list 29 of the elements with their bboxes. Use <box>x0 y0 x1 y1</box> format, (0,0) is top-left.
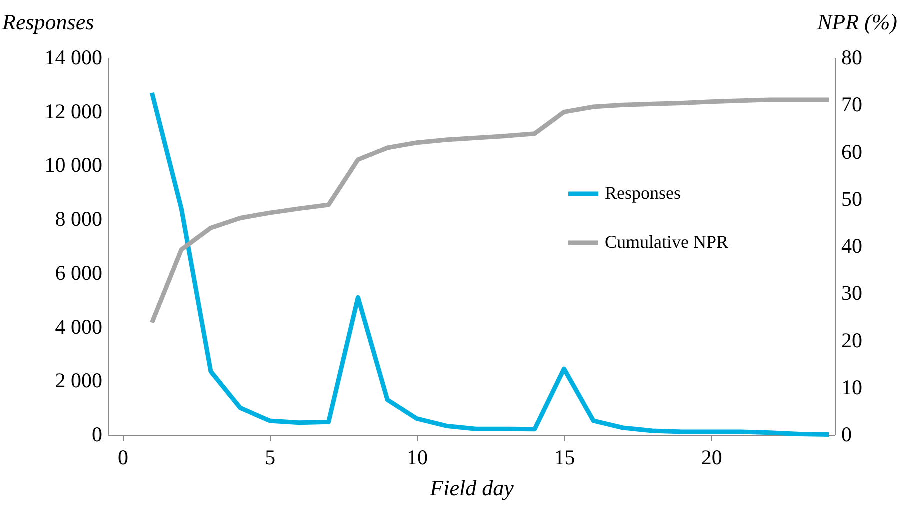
y2-tick-label: 50 <box>842 186 862 211</box>
x-tick-label: 10 <box>407 446 428 470</box>
y2-tick-label: 80 <box>842 46 862 70</box>
y-tick-label: 6 000 <box>55 260 102 285</box>
line-series <box>150 98 832 326</box>
y-tick-label: 12 000 <box>44 99 102 124</box>
y-tick-label: 8 000 <box>55 207 102 232</box>
y-tick-label: 0 <box>92 422 102 446</box>
legend-label: Responses <box>605 183 682 203</box>
y2-tick-label: 60 <box>842 140 862 164</box>
x-tick-label: 0 <box>118 446 128 470</box>
y2-tick-label: 70 <box>842 92 862 117</box>
x-tick-label: 20 <box>701 446 722 470</box>
x-axis-title: Field day <box>429 476 514 500</box>
y-tick-label: 4 000 <box>55 314 102 339</box>
y2-axis-title: NPR (%) <box>816 10 898 34</box>
y2-tick-label: 0 <box>842 422 852 446</box>
y-tick-label: 14 000 <box>44 46 102 70</box>
x-tick-label: 15 <box>554 446 576 470</box>
line-series <box>150 90 832 437</box>
y2-tick-label: 30 <box>842 281 862 306</box>
legend-label: Cumulative NPR <box>605 232 729 252</box>
y2-tick-label: 20 <box>842 328 862 352</box>
y-tick-label: 10 000 <box>44 153 102 178</box>
y2-tick-label: 10 <box>842 375 862 400</box>
y-tick-label: 2 000 <box>55 368 102 393</box>
y-axis-title: Responses <box>2 10 94 34</box>
x-tick-label: 5 <box>265 446 276 470</box>
y2-tick-label: 40 <box>842 234 862 258</box>
